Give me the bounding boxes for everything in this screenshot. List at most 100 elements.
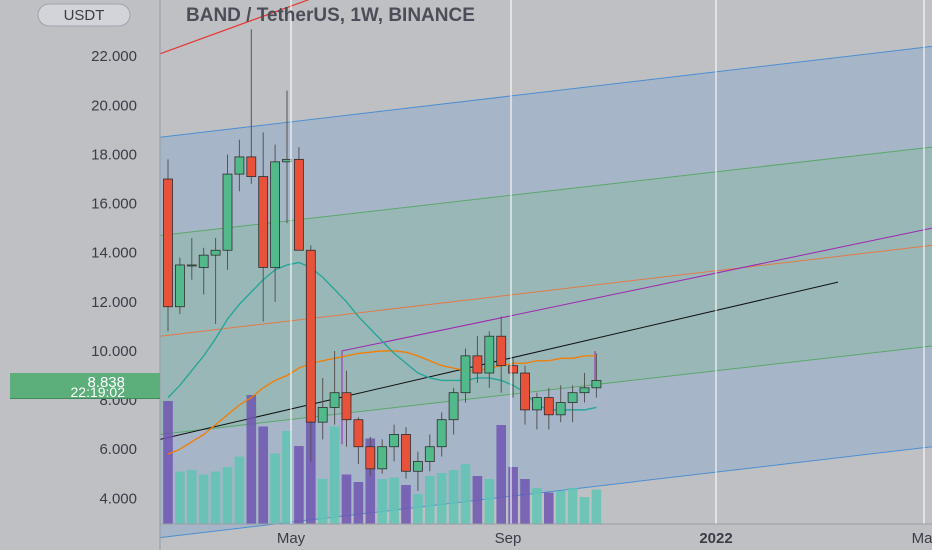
candle-up bbox=[329, 392, 340, 408]
currency-button[interactable]: USDT bbox=[37, 3, 131, 27]
candle-down bbox=[258, 176, 269, 268]
volume-bar bbox=[567, 488, 578, 524]
volume-bar bbox=[508, 467, 518, 524]
candle-up bbox=[282, 158, 292, 163]
price-axis[interactable]: 22.000 20.000 18.000 16.000 14.000 12.000 10.0… bbox=[91, 0, 161, 550]
candle-down bbox=[496, 335, 507, 367]
price-tick-label: 14.000 bbox=[91, 245, 137, 262]
volume-bar bbox=[210, 471, 221, 524]
volume-bars bbox=[163, 395, 602, 524]
volume-bar bbox=[294, 446, 304, 524]
candle-up bbox=[412, 461, 423, 472]
candle-down bbox=[293, 158, 304, 251]
candle-down bbox=[520, 372, 530, 411]
candle-up bbox=[234, 156, 245, 175]
candle-up bbox=[270, 161, 281, 268]
time-tick-label: Ma bbox=[912, 530, 932, 547]
volume-bar bbox=[436, 473, 447, 524]
last-price-label: 8.838 22:19:02 bbox=[10, 373, 160, 400]
volume-bar bbox=[353, 482, 364, 524]
time-tick-label: 2022 bbox=[699, 530, 732, 547]
volume-bar bbox=[222, 467, 233, 524]
candle-up bbox=[186, 264, 197, 267]
volume-bar bbox=[389, 477, 399, 524]
candle-up bbox=[448, 392, 459, 421]
candle-up bbox=[222, 173, 233, 251]
volume-bar bbox=[544, 492, 554, 524]
volume-bar bbox=[234, 456, 245, 524]
volume-bar bbox=[163, 401, 173, 524]
moving-average-line bbox=[167, 350, 597, 455]
candle-down bbox=[305, 249, 316, 423]
candle-up bbox=[317, 407, 328, 423]
candle-down bbox=[543, 397, 554, 416]
price-tick-label: 10.000 bbox=[91, 343, 137, 360]
volume-bar bbox=[175, 471, 185, 524]
candle-down bbox=[163, 178, 173, 308]
time-tick-label: Sep bbox=[495, 530, 522, 547]
price-tick-label: 6.000 bbox=[99, 441, 137, 458]
candle-up bbox=[567, 392, 578, 403]
price-tick-label: 18.000 bbox=[91, 146, 137, 163]
volume-bar bbox=[365, 438, 376, 524]
volume-bar bbox=[401, 485, 411, 524]
regression-channels bbox=[159, 45, 932, 539]
candle-down bbox=[401, 434, 411, 472]
volume-bar bbox=[258, 426, 268, 524]
volume-bar bbox=[317, 479, 328, 524]
candle-up bbox=[377, 446, 388, 470]
candle-up bbox=[210, 249, 221, 256]
volume-bar bbox=[306, 404, 316, 524]
volume-bar bbox=[425, 476, 435, 524]
candle-up bbox=[591, 380, 602, 389]
vertical-grid-lines bbox=[290, 0, 925, 524]
candle-up bbox=[198, 254, 209, 268]
candle-down bbox=[472, 355, 483, 374]
candle-up bbox=[424, 446, 435, 462]
price-tick-label: 22.000 bbox=[91, 48, 137, 65]
volume-bar bbox=[460, 464, 471, 524]
volume-bar bbox=[413, 494, 423, 524]
inner-channel-edge bbox=[159, 345, 932, 435]
volume-bar bbox=[496, 425, 506, 524]
last-price-value: 8.838 bbox=[87, 374, 125, 391]
red-trend-line bbox=[159, 0, 310, 55]
volume-bar bbox=[187, 470, 197, 524]
candle-down bbox=[508, 365, 519, 374]
candle-up bbox=[579, 387, 590, 394]
candle-up bbox=[460, 355, 471, 394]
time-axis[interactable]: May Sep 2022 Ma bbox=[160, 523, 932, 547]
candle-down bbox=[246, 156, 257, 177]
volume-bar bbox=[377, 479, 387, 524]
inner-channel-edge bbox=[159, 146, 932, 237]
volume-bar bbox=[246, 395, 257, 524]
volume-bar bbox=[282, 431, 292, 524]
volume-bar bbox=[472, 476, 483, 524]
volume-bar bbox=[448, 470, 459, 524]
candle-up bbox=[555, 402, 566, 416]
candle-down bbox=[353, 419, 364, 448]
orange-trend-line bbox=[159, 244, 932, 337]
volume-bar bbox=[341, 474, 352, 524]
volume-bar bbox=[484, 479, 495, 524]
volume-bar bbox=[520, 479, 530, 524]
volume-bar bbox=[270, 453, 280, 524]
volume-bar bbox=[555, 491, 566, 524]
price-tick-label: 4.000 bbox=[99, 490, 137, 507]
candle-down bbox=[341, 392, 352, 421]
volume-bar bbox=[579, 497, 590, 524]
chart-title: BAND / TetherUS, 1W, BINANCE bbox=[186, 5, 475, 26]
volume-bar bbox=[532, 488, 542, 524]
price-tick-label: 20.000 bbox=[91, 97, 137, 114]
outer-channel-edge bbox=[159, 45, 932, 138]
time-tick-label: May bbox=[277, 530, 306, 547]
price-tick-label: 16.000 bbox=[91, 196, 137, 213]
candle-up bbox=[436, 419, 447, 448]
currency-button-label: USDT bbox=[64, 7, 105, 24]
candle-up bbox=[389, 434, 400, 448]
candles bbox=[163, 29, 602, 491]
candle-up bbox=[532, 397, 542, 411]
volume-bar bbox=[198, 474, 209, 524]
